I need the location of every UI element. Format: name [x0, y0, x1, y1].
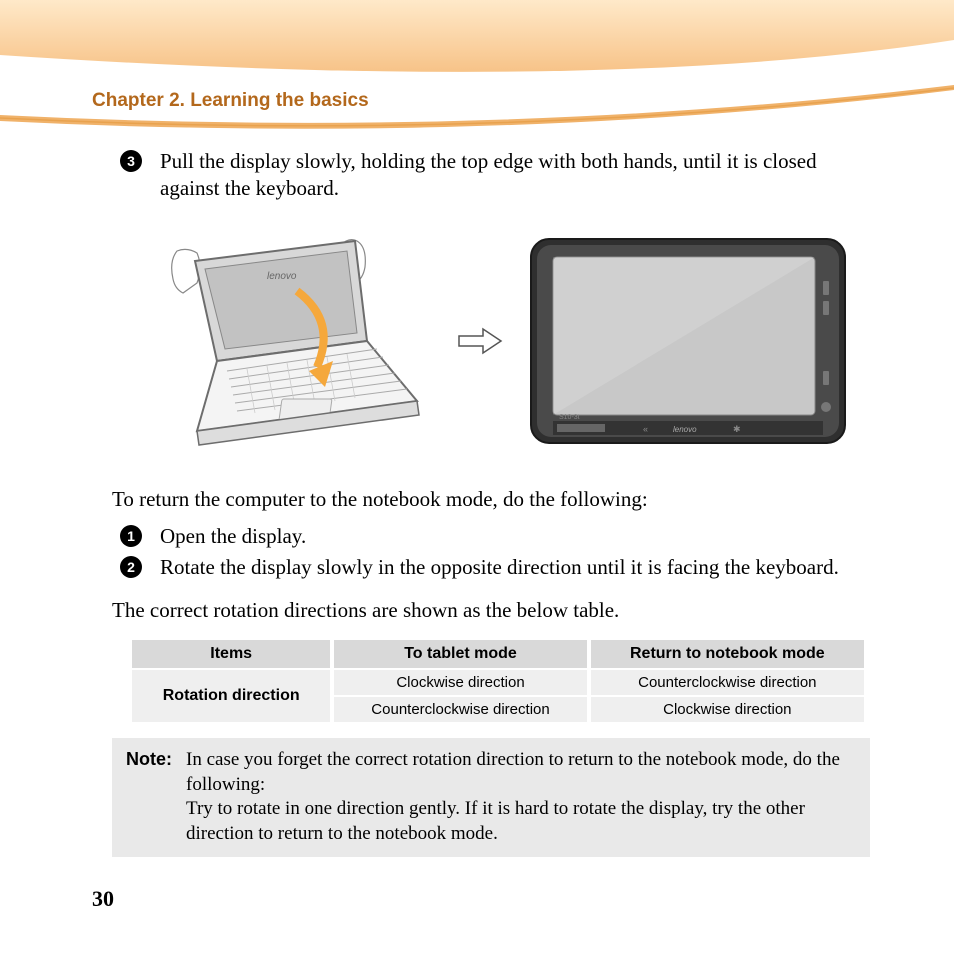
- step-3: 3 Pull the display slowly, holding the t…: [120, 148, 870, 203]
- return-step-2-text: Rotate the display slowly in the opposit…: [160, 554, 839, 581]
- return-intro-text: To return the computer to the notebook m…: [112, 485, 870, 513]
- laptop-folding-illustration: lenovo: [137, 221, 437, 461]
- svg-text:«: «: [643, 424, 648, 434]
- return-step-1-text: Open the display.: [160, 523, 306, 550]
- step-number-3: 3: [120, 150, 142, 172]
- rotation-table: Items To tablet mode Return to notebook …: [128, 638, 870, 724]
- svg-text:lenovo: lenovo: [267, 271, 297, 282]
- cell-cw: Clockwise direction: [334, 670, 586, 695]
- return-steps: 1 Open the display. 2 Rotate the display…: [120, 523, 870, 582]
- note-box: Note: In case you forget the correct rot…: [112, 738, 870, 857]
- col-items: Items: [132, 640, 330, 668]
- col-notebook: Return to notebook mode: [591, 640, 864, 668]
- cell-ccw2: Counterclockwise direction: [334, 697, 586, 722]
- cell-ccw: Counterclockwise direction: [591, 670, 864, 695]
- table-intro-text: The correct rotation directions are show…: [112, 596, 870, 624]
- tablet-mode-illustration: lenovo « ✱ S10-3t: [523, 231, 853, 451]
- svg-text:lenovo: lenovo: [673, 425, 697, 434]
- main-content: 3 Pull the display slowly, holding the t…: [120, 148, 870, 857]
- chapter-heading: Chapter 2. Learning the basics: [92, 90, 369, 112]
- svg-text:✱: ✱: [733, 424, 741, 434]
- col-tablet: To tablet mode: [334, 640, 586, 668]
- return-step-1: 1 Open the display.: [120, 523, 870, 550]
- step-number-2: 2: [120, 556, 142, 578]
- note-label: Note:: [126, 748, 180, 847]
- step-number-1: 1: [120, 525, 142, 547]
- cell-cw2: Clockwise direction: [591, 697, 864, 722]
- table-row: Rotation direction Clockwise direction C…: [132, 670, 864, 695]
- rowhead-rotation: Rotation direction: [132, 670, 330, 722]
- note-text: In case you forget the correct rotation …: [186, 748, 856, 847]
- step-3-text: Pull the display slowly, holding the top…: [160, 148, 870, 203]
- svg-text:S10-3t: S10-3t: [559, 414, 580, 421]
- page-number: 30: [92, 886, 114, 912]
- arrow-right-icon: [457, 326, 503, 356]
- return-step-2: 2 Rotate the display slowly in the oppos…: [120, 554, 870, 581]
- table-header-row: Items To tablet mode Return to notebook …: [132, 640, 864, 668]
- illustration-row: lenovo: [120, 221, 870, 461]
